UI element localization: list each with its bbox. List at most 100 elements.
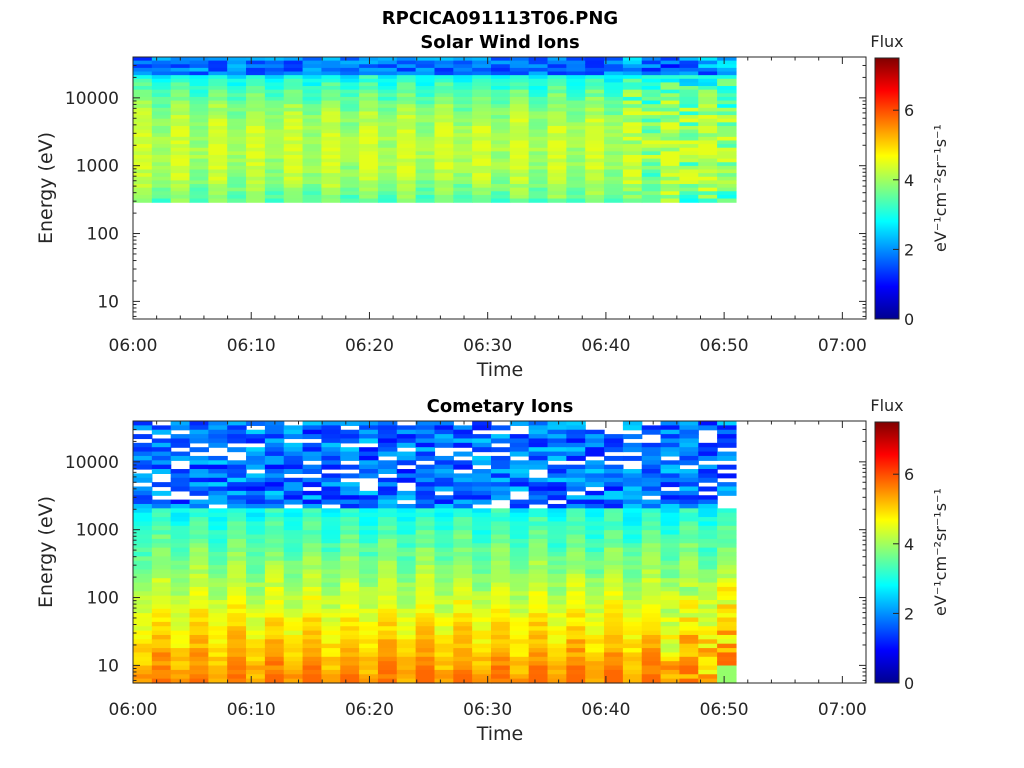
heatmap-cell xyxy=(264,547,285,553)
heatmap-cell xyxy=(698,67,718,73)
heatmap-cell xyxy=(415,464,436,470)
heatmap-cell xyxy=(660,100,681,105)
heatmap-cell xyxy=(679,93,699,98)
heatmap-cell xyxy=(566,136,586,142)
heatmap-cell xyxy=(698,665,718,671)
heatmap-cell xyxy=(641,118,662,123)
heatmap-cell xyxy=(566,661,586,667)
heatmap-cell xyxy=(377,543,398,549)
heatmap-cell xyxy=(246,556,266,562)
heatmap-cell xyxy=(509,96,530,102)
heatmap-cell xyxy=(359,187,379,192)
heatmap-cell xyxy=(622,560,643,566)
heatmap-cell xyxy=(585,154,605,160)
heatmap-cell xyxy=(717,442,737,448)
heatmap-cell xyxy=(377,133,398,138)
heatmap-cell xyxy=(585,96,605,102)
heatmap-cell xyxy=(170,503,191,509)
heatmap-cell xyxy=(472,530,492,536)
heatmap-cell xyxy=(321,107,341,113)
heatmap-cell xyxy=(547,661,567,667)
heatmap-cell xyxy=(547,591,567,597)
heatmap-cell xyxy=(641,503,662,509)
heatmap-cell xyxy=(377,460,398,466)
x-ticks: 06:00 06:10 06:20 06:30 06:40 06:50 07:00 xyxy=(109,57,867,356)
heatmap-cell xyxy=(340,194,360,200)
heatmap-cell xyxy=(491,191,511,196)
heatmap-cell xyxy=(641,512,662,518)
heatmap-cell xyxy=(698,86,718,91)
heatmap-cell xyxy=(622,71,643,76)
heatmap-cell xyxy=(472,652,492,658)
heatmap-cell xyxy=(396,96,417,102)
heatmap-cell xyxy=(133,517,153,523)
heatmap-cell xyxy=(396,460,417,466)
heatmap-cell xyxy=(472,438,492,444)
heatmap-cell xyxy=(679,626,699,632)
heatmap-cell xyxy=(340,434,360,440)
heatmap-cell xyxy=(264,176,285,181)
heatmap-cell xyxy=(434,630,454,636)
heatmap-cell xyxy=(604,490,624,496)
heatmap-cell xyxy=(321,608,341,614)
heatmap-cell xyxy=(283,75,304,80)
heatmap-cell xyxy=(133,194,153,200)
heatmap-cell xyxy=(377,621,398,627)
heatmap-cell xyxy=(434,591,454,597)
heatmap-cell xyxy=(396,133,417,138)
heatmap-cell xyxy=(604,560,624,566)
heatmap-cell xyxy=(622,140,643,145)
heatmap-cell xyxy=(189,151,209,156)
heatmap-cell xyxy=(585,191,605,196)
heatmap-cell xyxy=(509,586,530,592)
heatmap-cell xyxy=(528,455,549,461)
heatmap-cell xyxy=(321,595,341,601)
heatmap-cell xyxy=(472,678,492,684)
heatmap-cell xyxy=(283,626,304,632)
y-tick-label: 10000 xyxy=(65,89,119,109)
heatmap-cell xyxy=(566,595,586,601)
heatmap-cell xyxy=(321,180,341,185)
heatmap-cell xyxy=(491,595,511,601)
heatmap-cell xyxy=(264,578,285,584)
heatmap-cell xyxy=(472,508,492,514)
heatmap-cell xyxy=(189,586,209,592)
heatmap-cell xyxy=(434,626,454,632)
heatmap-cell xyxy=(189,508,209,514)
heatmap-cell xyxy=(359,569,379,575)
heatmap-cell xyxy=(660,582,681,588)
heatmap-cell xyxy=(566,630,586,636)
heatmap-cell xyxy=(547,162,567,167)
colorbar-tick-label: 6 xyxy=(904,101,914,120)
heatmap-cell xyxy=(302,560,323,566)
heatmap-cell xyxy=(340,67,360,73)
heatmap-cell xyxy=(566,162,586,167)
heatmap-cell xyxy=(434,639,454,645)
heatmap-cell xyxy=(453,429,473,435)
heatmap-cell xyxy=(133,661,153,667)
heatmap-cell xyxy=(717,133,737,138)
heatmap-cell xyxy=(717,173,737,178)
heatmap-cell xyxy=(302,64,323,69)
heatmap-cell xyxy=(208,508,228,514)
heatmap-cell xyxy=(679,147,699,152)
heatmap-cell xyxy=(717,630,737,636)
heatmap-cell xyxy=(622,151,643,156)
heatmap-cell xyxy=(133,656,153,662)
heatmap-cell xyxy=(264,469,285,474)
heatmap-cell xyxy=(396,490,417,496)
heatmap-cell xyxy=(566,678,586,684)
heatmap-cell xyxy=(377,93,398,98)
heatmap-cell xyxy=(604,469,624,474)
heatmap-cell xyxy=(585,560,605,566)
heatmap-cell xyxy=(208,543,228,549)
heatmap-cell xyxy=(566,78,586,84)
heatmap-cell xyxy=(396,165,417,171)
heatmap-cell xyxy=(509,191,530,196)
heatmap-cell xyxy=(679,434,699,440)
heatmap-cell xyxy=(246,421,266,426)
heatmap-cell xyxy=(679,133,699,138)
heatmap-cell xyxy=(359,626,379,632)
heatmap-cell xyxy=(585,578,605,584)
